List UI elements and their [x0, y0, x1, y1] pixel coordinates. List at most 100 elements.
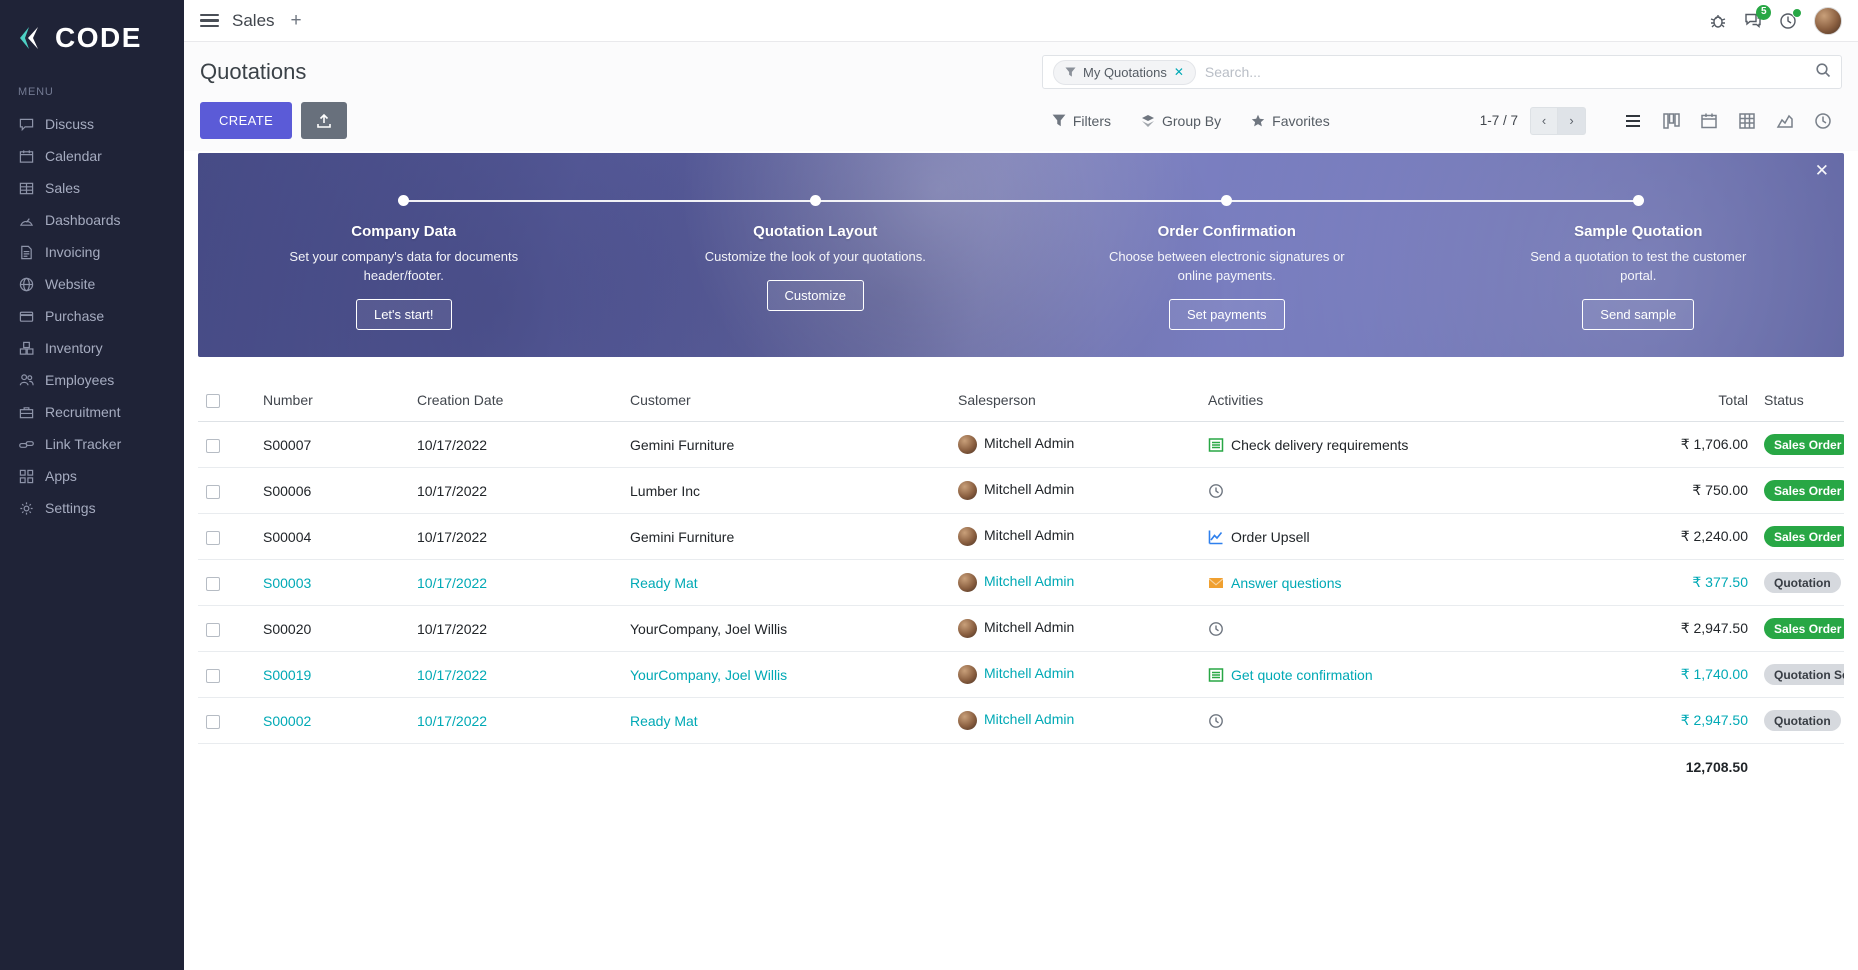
messages-count-badge: 5	[1756, 4, 1771, 20]
row-checkbox[interactable]	[206, 622, 220, 637]
search-bar[interactable]: My Quotations ✕	[1042, 55, 1842, 89]
sidebar-item-label: Purchase	[45, 308, 105, 324]
sidebar-item-label: Inventory	[45, 340, 103, 356]
activity-view-button[interactable]	[1804, 106, 1842, 136]
sidebar-item-sales[interactable]: Sales	[0, 172, 184, 204]
sidebar-item-recruitment[interactable]: Recruitment	[0, 396, 184, 428]
pager-previous-button[interactable]: ‹	[1530, 106, 1558, 135]
column-header-salesperson[interactable]: Salesperson	[950, 379, 1200, 423]
sidebar-item-calendar[interactable]: Calendar	[0, 140, 184, 172]
onboarding-progress-line	[403, 199, 1639, 202]
messages-icon[interactable]: 5	[1744, 4, 1771, 30]
column-header-creation-date[interactable]: Creation Date	[409, 379, 622, 423]
sidebar-item-label: Recruitment	[45, 404, 121, 420]
activity-view-icon	[1815, 112, 1831, 129]
filters-button[interactable]: Filters	[1052, 113, 1111, 129]
sidebar-item-link-tracker[interactable]: Link Tracker	[0, 428, 184, 460]
set-payments-button[interactable]: Set payments	[1169, 298, 1285, 330]
select-all-checkbox[interactable]	[206, 394, 220, 409]
cell-activity[interactable]	[1200, 605, 1602, 653]
table-row[interactable]: S00004 10/17/2022 Gemini Furniture Mitch…	[198, 513, 1844, 561]
calendar-view-button[interactable]	[1690, 106, 1728, 136]
group-by-button[interactable]: Group By	[1141, 113, 1221, 129]
control-panel: Quotations My Quotations ✕ CREATE	[184, 42, 1858, 151]
column-header-status[interactable]: Status	[1756, 379, 1844, 423]
table-row[interactable]: S00007 10/17/2022 Gemini Furniture Mitch…	[198, 421, 1844, 469]
graph-view-button[interactable]	[1766, 106, 1804, 136]
table-row[interactable]: S00002 10/17/2022 Ready Mat Mitchell Adm…	[198, 697, 1844, 745]
step-title: Order Confirmation	[1157, 223, 1296, 240]
activities-clock-icon[interactable]	[1779, 7, 1802, 30]
row-checkbox[interactable]	[206, 484, 220, 499]
pivot-view-button[interactable]	[1728, 106, 1766, 136]
cell-number: S00019	[255, 651, 409, 699]
onboarding-step-company-data: Company Data Set your company's data for…	[198, 195, 610, 357]
cell-number: S00002	[255, 697, 409, 745]
list-view-button[interactable]	[1614, 106, 1652, 136]
cell-customer: Ready Mat	[622, 697, 950, 745]
table-row[interactable]: S00003 10/17/2022 Ready Mat Mitchell Adm…	[198, 559, 1844, 607]
sidebar-item-invoicing[interactable]: Invoicing	[0, 236, 184, 268]
sidebar-item-discuss[interactable]: Discuss	[0, 108, 184, 140]
add-tab-button[interactable]: +	[290, 10, 302, 31]
cell-activity[interactable]: Answer questions	[1200, 559, 1602, 607]
kanban-view-button[interactable]	[1652, 106, 1690, 136]
step-description: Set your company's data for documents he…	[289, 249, 519, 283]
status-badge: Quotation	[1764, 572, 1841, 594]
cell-salesperson: Mitchell Admin	[950, 559, 1200, 607]
cell-activity[interactable]	[1200, 697, 1602, 745]
sidebar-item-label: Settings	[45, 500, 96, 516]
column-header-number[interactable]: Number	[255, 379, 409, 423]
sidebar-item-purchase[interactable]: Purchase	[0, 300, 184, 332]
search-icon[interactable]	[1815, 62, 1831, 83]
row-checkbox[interactable]	[206, 668, 220, 683]
table-row[interactable]: S00006 10/17/2022 Lumber Inc Mitchell Ad…	[198, 467, 1844, 515]
cell-activity[interactable]	[1200, 467, 1602, 515]
user-avatar[interactable]	[1814, 6, 1842, 35]
tasks-icon	[1208, 668, 1224, 682]
menu-toggle-icon[interactable]	[200, 13, 219, 28]
cell-activity[interactable]: Order Upsell	[1200, 513, 1602, 561]
send-sample-button[interactable]: Send sample	[1582, 298, 1695, 330]
sidebar-item-apps[interactable]: Apps	[0, 460, 184, 492]
remove-facet-icon[interactable]: ✕	[1173, 65, 1184, 79]
banner-close-icon[interactable]: ✕	[1814, 161, 1829, 180]
create-button[interactable]: CREATE	[200, 102, 293, 139]
pager-next-button[interactable]: ›	[1558, 106, 1586, 135]
envelope-icon	[1209, 577, 1223, 588]
column-header-activities[interactable]: Activities	[1200, 379, 1602, 423]
cell-creation-date: 10/17/2022	[409, 651, 622, 699]
sidebar-item-website[interactable]: Website	[0, 268, 184, 300]
cell-activity[interactable]: Check delivery requirements	[1200, 421, 1602, 469]
salesperson-avatar	[958, 481, 977, 501]
favorites-button[interactable]: Favorites	[1251, 113, 1330, 129]
sidebar-item-label: Discuss	[45, 116, 95, 132]
dashboards-icon	[18, 212, 34, 228]
clock-icon	[1209, 713, 1223, 728]
sidebar-item-dashboards[interactable]: Dashboards	[0, 204, 184, 236]
sidebar-item-inventory[interactable]: Inventory	[0, 332, 184, 364]
lets-start-button[interactable]: Let's start!	[355, 298, 452, 330]
row-checkbox[interactable]	[206, 530, 220, 545]
column-header-total[interactable]: Total	[1602, 379, 1756, 423]
group-by-label: Group By	[1162, 112, 1222, 129]
onboarding-step-quotation-layout: Quotation Layout Customize the look of y…	[610, 195, 1022, 357]
table-row[interactable]: S00019 10/17/2022 YourCompany, Joel Will…	[198, 651, 1844, 699]
search-input[interactable]	[1204, 64, 1806, 80]
cell-activity[interactable]: Get quote confirmation	[1200, 651, 1602, 699]
row-checkbox[interactable]	[206, 576, 220, 591]
import-button[interactable]	[301, 102, 348, 139]
row-checkbox[interactable]	[206, 438, 220, 453]
sidebar-item-label: Invoicing	[45, 244, 101, 260]
onboarding-step-order-confirmation: Order Confirmation Choose between electr…	[1021, 195, 1433, 357]
sidebar-item-settings[interactable]: Settings	[0, 492, 184, 524]
customize-button[interactable]: Customize	[766, 279, 864, 311]
search-facet[interactable]: My Quotations ✕	[1053, 59, 1196, 85]
column-header-customer[interactable]: Customer	[622, 379, 950, 423]
row-checkbox[interactable]	[206, 714, 220, 729]
table-row[interactable]: S00020 10/17/2022 YourCompany, Joel Will…	[198, 605, 1844, 653]
step-dot	[1632, 195, 1644, 206]
sidebar-item-employees[interactable]: Employees	[0, 364, 184, 396]
cell-status: Quotation Sent	[1756, 651, 1844, 699]
debug-bug-icon[interactable]	[1709, 12, 1727, 30]
